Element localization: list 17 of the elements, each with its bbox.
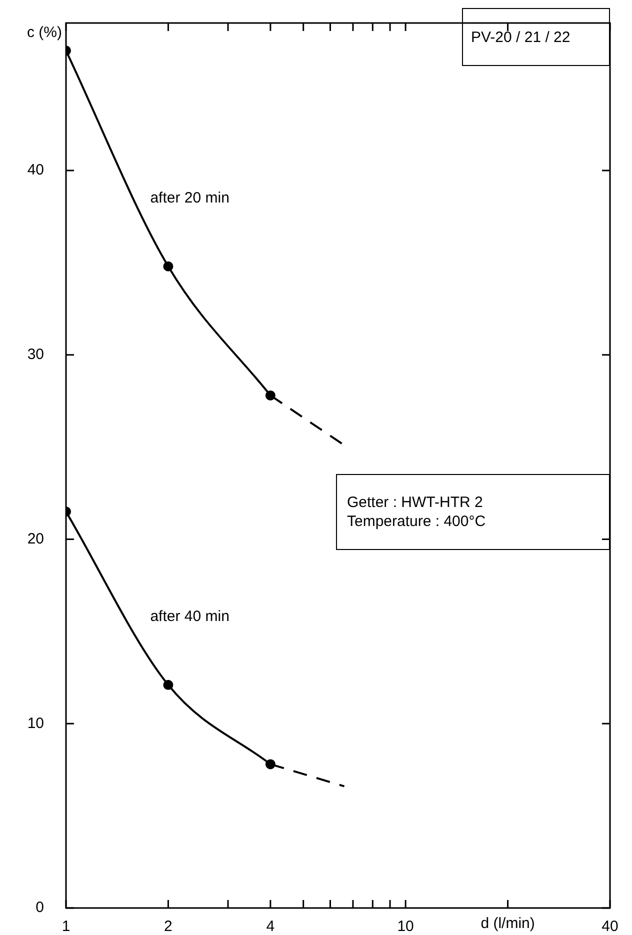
x-axis-title: d (l/min) [480,915,535,932]
x-tick-label: 2 [164,918,172,935]
x-tick-label: 1 [62,918,70,935]
annotation: Getter : HWT-HTR 2 [347,493,484,512]
y-tick-label: 10 [27,714,44,732]
y-tick-label: 40 [27,162,44,179]
annotation: PV-20 / 21 / 22 [462,8,610,66]
x-tick-label: 4 [266,918,275,935]
x-tick-label: 40 [602,918,618,935]
x-tick-label: 10 [397,918,414,935]
series-label: after 40 min [150,608,230,626]
annotation: Temperature : 400°C [347,512,487,531]
y-tick-label: 20 [27,530,44,548]
series-label: after 20 min [150,190,230,207]
y-tick-label: 0 [36,899,44,916]
y-axis-title: c (%) [27,24,62,42]
y-tick-label: 30 [27,346,44,364]
